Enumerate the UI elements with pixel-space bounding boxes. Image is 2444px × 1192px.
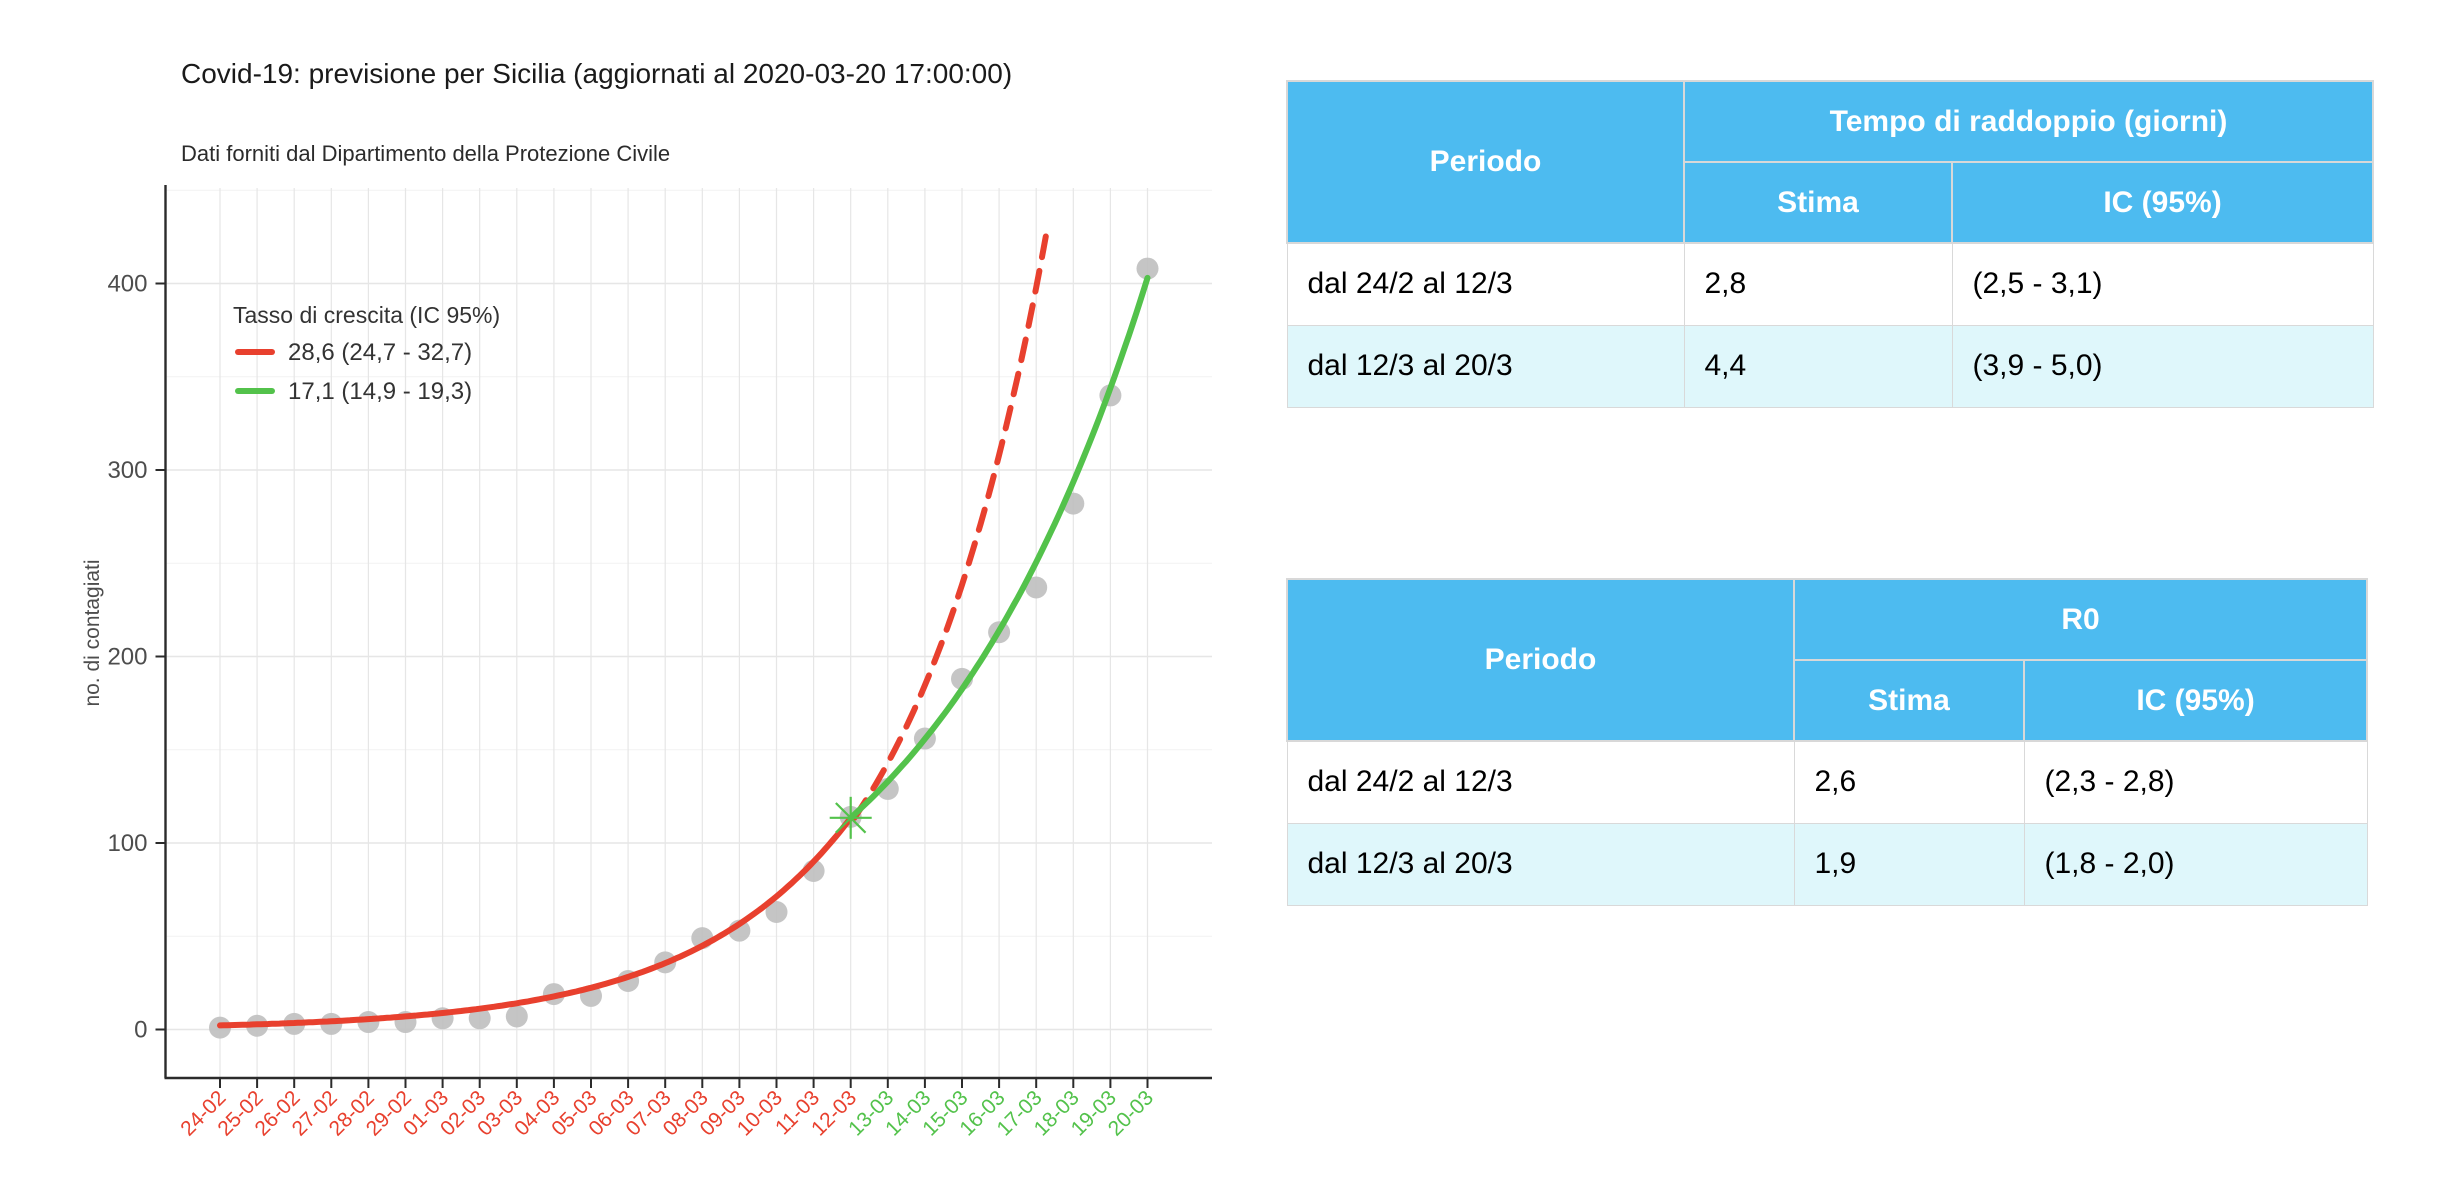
stima-cell: 2,6 [1793, 740, 2025, 824]
r0-table-header-group: R0 [1792, 578, 2369, 661]
ic-cell: (2,5 - 3,1) [1951, 242, 2374, 326]
forecast-chart: 010020030040024-0225-0226-0227-0228-0229… [81, 185, 1212, 1141]
stima-cell: 2,8 [1683, 242, 1953, 326]
stima-cell: 1,9 [1793, 822, 2025, 906]
doubling-table-header-stima: Stima [1683, 161, 1953, 244]
legend-item-label: 17,1 (14,9 - 19,3) [288, 378, 472, 405]
ic-cell: (3,9 - 5,0) [1951, 324, 2374, 408]
r0-table-header-stima: Stima [1793, 659, 2025, 742]
data-point [1025, 576, 1048, 599]
stima-cell: 4,4 [1683, 324, 1953, 408]
table-row: dal 12/3 al 20/3 4,4 (3,9 - 5,0) [1286, 324, 2374, 408]
periodo-cell: dal 24/2 al 12/3 [1286, 740, 1795, 824]
table-row: dal 24/2 al 12/3 2,8 (2,5 - 3,1) [1286, 242, 2374, 326]
y-tick-label: 400 [107, 271, 147, 298]
changepoint-asterisk-marker [835, 802, 867, 834]
ic-cell: (1,8 - 2,0) [2023, 822, 2368, 906]
data-point [468, 1007, 491, 1030]
y-tick-label: 100 [107, 830, 147, 857]
y-axis-title: no. di contagiati [81, 559, 104, 706]
r0-table: Periodo R0 Stima IC (95%) dal 24/2 al 12… [1286, 578, 2369, 906]
doubling-table-header-group: Tempo di raddoppio (giorni) [1682, 80, 2375, 163]
chart-subtitle: Dati forniti dal Dipartimento della Prot… [181, 141, 671, 166]
fit-period1-extrapolation-dashed [851, 225, 1051, 821]
r0-table-header-ic: IC (95%) [2022, 659, 2369, 742]
data-point [505, 1005, 528, 1028]
periodo-cell: dal 24/2 al 12/3 [1286, 242, 1685, 326]
ic-cell: (2,3 - 2,8) [2023, 740, 2368, 824]
legend-title: Tasso di crescita (IC 95%) [233, 302, 500, 328]
table-row: dal 24/2 al 12/3 2,6 (2,3 - 2,8) [1286, 740, 2368, 824]
y-tick-label: 0 [134, 1017, 147, 1044]
doubling-table-header-ic: IC (95%) [1950, 161, 2375, 244]
y-tick-label: 300 [107, 457, 147, 484]
fit-period2-solid [847, 274, 1151, 821]
doubling-table-header-periodo: Periodo [1286, 80, 1685, 244]
doubling-time-table: Periodo Tempo di raddoppio (giorni) Stim… [1286, 80, 2375, 408]
data-point [765, 901, 788, 924]
r0-table-header-periodo: Periodo [1286, 578, 1795, 742]
data-point [1136, 257, 1159, 280]
y-tick-label: 200 [107, 644, 147, 671]
fit-period1-solid [217, 814, 854, 1029]
table-row: dal 12/3 al 20/3 1,9 (1,8 - 2,0) [1286, 822, 2368, 906]
legend-item-label: 28,6 (24,7 - 32,7) [288, 339, 472, 366]
periodo-cell: dal 12/3 al 20/3 [1286, 324, 1685, 408]
periodo-cell: dal 12/3 al 20/3 [1286, 822, 1795, 906]
chart-title: Covid-19: previsione per Sicilia (aggior… [181, 58, 1013, 89]
